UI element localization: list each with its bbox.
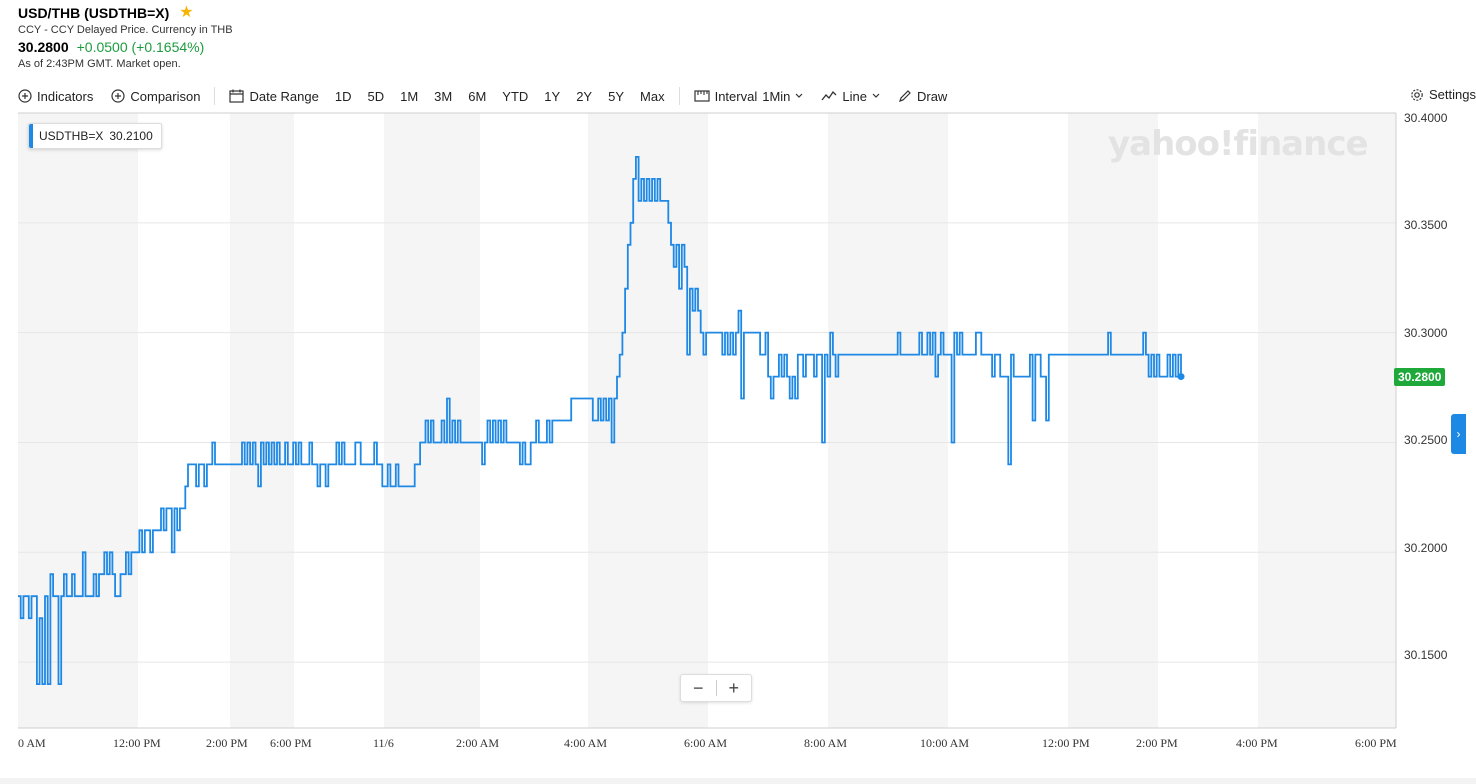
yahoo-finance-watermark: yahoo!finance (1108, 124, 1369, 164)
chevron-down-icon (795, 93, 803, 99)
gear-icon (1410, 88, 1424, 102)
line-chart-icon (821, 90, 837, 102)
as-of-time: As of 2:43PM GMT. Market open. (18, 58, 181, 70)
session-band (1068, 113, 1158, 728)
chevron-down-icon (872, 93, 880, 99)
range-1m[interactable]: 1M (400, 88, 419, 104)
range-5d[interactable]: 5D (367, 88, 385, 104)
quote-header: USD/THB (USDTHB=X) ★ CCY - CCY Delayed P… (18, 4, 233, 71)
ruler-icon (693, 89, 710, 103)
chevron-right-icon: › (1456, 427, 1461, 441)
x-tick-label: 4:00 AM (564, 736, 608, 750)
pencil-icon (898, 89, 912, 103)
x-tick-label: 11/6 (373, 736, 394, 750)
expand-panel-button[interactable]: › (1451, 414, 1466, 454)
x-tick-label: 4:00 PM (1236, 736, 1278, 750)
y-tick-label: 30.3000 (1404, 326, 1448, 340)
chart-type-label: Line (842, 88, 867, 104)
star-icon[interactable]: ★ (179, 4, 194, 21)
series-tooltip: USDTHB=X 30.2100 (28, 123, 162, 149)
range-5y[interactable]: 5Y (608, 88, 625, 104)
last-price-point (1177, 373, 1185, 381)
chart-type-dropdown[interactable]: Line (821, 89, 880, 104)
current-price: 30.2800 (18, 39, 69, 55)
toolbar-divider (214, 87, 216, 105)
series-color-marker (29, 124, 33, 148)
x-tick-label: 6:00 PM (1355, 736, 1397, 750)
x-tick-label: 2:00 AM (456, 736, 500, 750)
x-tick-label: 12:00 PM (1042, 736, 1090, 750)
x-tick-label: 6:00 AM (684, 736, 728, 750)
chart-toolbar: Indicators Comparison Date Range 1D 5D 1… (18, 84, 1476, 108)
x-tick-label: 2:00 PM (206, 736, 248, 750)
y-tick-label: 30.3500 (1404, 218, 1448, 232)
range-3m[interactable]: 3M (434, 88, 453, 104)
y-tick-label: 30.4000 (1404, 111, 1448, 125)
axes (18, 112, 1397, 729)
range-max[interactable]: Max (640, 88, 665, 104)
date-range-button[interactable]: Date Range (229, 88, 319, 104)
indicators-button[interactable]: Indicators (18, 89, 93, 104)
draw-label: Draw (916, 88, 948, 104)
range-6m[interactable]: 6M (468, 88, 487, 104)
zoom-in-button[interactable]: + (728, 678, 739, 698)
last-price-tag: 30.2800 (1394, 368, 1446, 386)
quote-subtitle: CCY - CCY Delayed Price. Currency in THB (18, 24, 233, 36)
zoom-divider (715, 680, 717, 696)
plus-circle-icon (111, 89, 125, 103)
interval-dropdown[interactable]: Interval 1Min (693, 88, 804, 104)
indicators-label: Indicators (37, 88, 94, 104)
session-band (230, 113, 294, 728)
session-bands (18, 113, 1396, 728)
x-tick-label: 0 AM (18, 736, 46, 750)
range-ytd[interactable]: YTD (502, 88, 529, 104)
comparison-label: Comparison (130, 88, 201, 104)
x-tick-label: 2:00 PM (1136, 736, 1178, 750)
toolbar-divider (678, 87, 680, 105)
calendar-icon (229, 89, 245, 103)
draw-button[interactable]: Draw (898, 89, 947, 104)
bottom-strip (0, 778, 1476, 784)
x-tick-label: 12:00 PM (113, 736, 161, 750)
date-range-label: Date Range (249, 88, 319, 104)
x-tick-label: 6:00 PM (270, 736, 312, 750)
y-tick-label: 30.1500 (1404, 648, 1448, 662)
y-tick-label: 30.2500 (1404, 433, 1448, 447)
tooltip-symbol: USDTHB=X (39, 129, 104, 143)
zoom-out-button[interactable]: − (692, 678, 704, 698)
tooltip-value: 30.2100 (109, 129, 153, 143)
quote-title: USD/THB (USDTHB=X) (18, 5, 170, 21)
price-change: +0.0500 (+0.1654%) (76, 39, 205, 55)
zoom-controls: − + (680, 674, 752, 702)
range-1d[interactable]: 1D (334, 88, 352, 104)
range-2y[interactable]: 2Y (576, 88, 593, 104)
x-tick-label: 8:00 AM (804, 736, 848, 750)
session-band (18, 113, 138, 728)
interval-label: Interval (714, 88, 758, 104)
settings-button[interactable]: Settings (1410, 87, 1476, 102)
plus-circle-icon (18, 89, 32, 103)
x-tick-label: 10:00 AM (920, 736, 970, 750)
range-1y[interactable]: 1Y (544, 88, 561, 104)
comparison-button[interactable]: Comparison (111, 89, 200, 104)
series-line-usdthb (18, 156, 1182, 685)
settings-label: Settings (1429, 87, 1476, 102)
interval-value: 1Min (762, 88, 791, 104)
session-band (1258, 113, 1396, 728)
session-band (828, 113, 948, 728)
y-tick-label: 30.2000 (1404, 541, 1448, 555)
